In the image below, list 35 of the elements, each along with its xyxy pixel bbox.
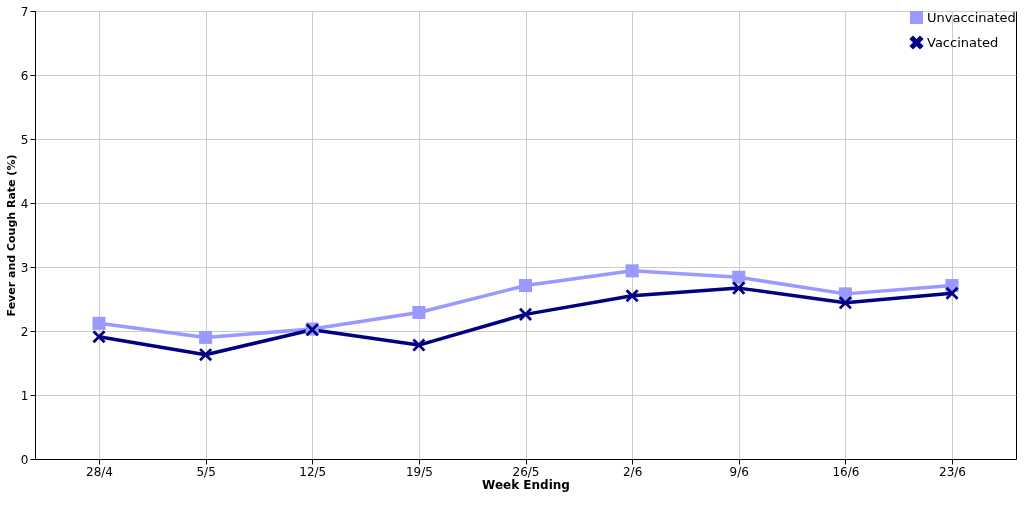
point — [732, 270, 746, 284]
x-tick-label: 5/5 — [196, 464, 216, 479]
y-tick-label: 4 — [20, 196, 29, 211]
point — [412, 338, 426, 352]
point — [518, 279, 533, 293]
x-tick-label: 2/6 — [622, 464, 643, 479]
legend-label: Unvaccinated — [927, 9, 1016, 25]
point — [92, 316, 106, 330]
y-tick-label: 6 — [20, 68, 29, 83]
point — [92, 330, 106, 344]
point — [199, 348, 213, 362]
x-tick-label: 26/5 — [512, 464, 540, 479]
x-tick-label: 28/4 — [86, 464, 113, 479]
point — [412, 305, 426, 319]
x-axis-title: Week Ending — [482, 477, 570, 492]
x-tick-label: 9/6 — [729, 464, 749, 479]
point — [732, 281, 746, 295]
y-tick-label: 1 — [20, 388, 29, 403]
x-tick-label: 19/5 — [405, 464, 433, 479]
point — [199, 330, 213, 344]
point — [838, 296, 852, 310]
point — [625, 264, 639, 278]
x-tick-label: 23/6 — [939, 464, 966, 479]
x-tick-label: 12/5 — [299, 464, 327, 479]
y-tick-label: 3 — [20, 260, 29, 275]
y-tick-label: 2 — [20, 324, 29, 339]
y-tick-label: 5 — [20, 132, 29, 147]
y-tick-label: 0 — [20, 452, 29, 467]
point — [518, 307, 533, 321]
point — [945, 286, 959, 300]
x-tick-label: 16/6 — [832, 464, 860, 479]
y-axis-title: Fever and Cough Rate (%) — [4, 154, 18, 317]
point — [625, 289, 639, 303]
y-tick-label: 7 — [20, 4, 29, 19]
legend-label: Vaccinated — [927, 34, 999, 50]
